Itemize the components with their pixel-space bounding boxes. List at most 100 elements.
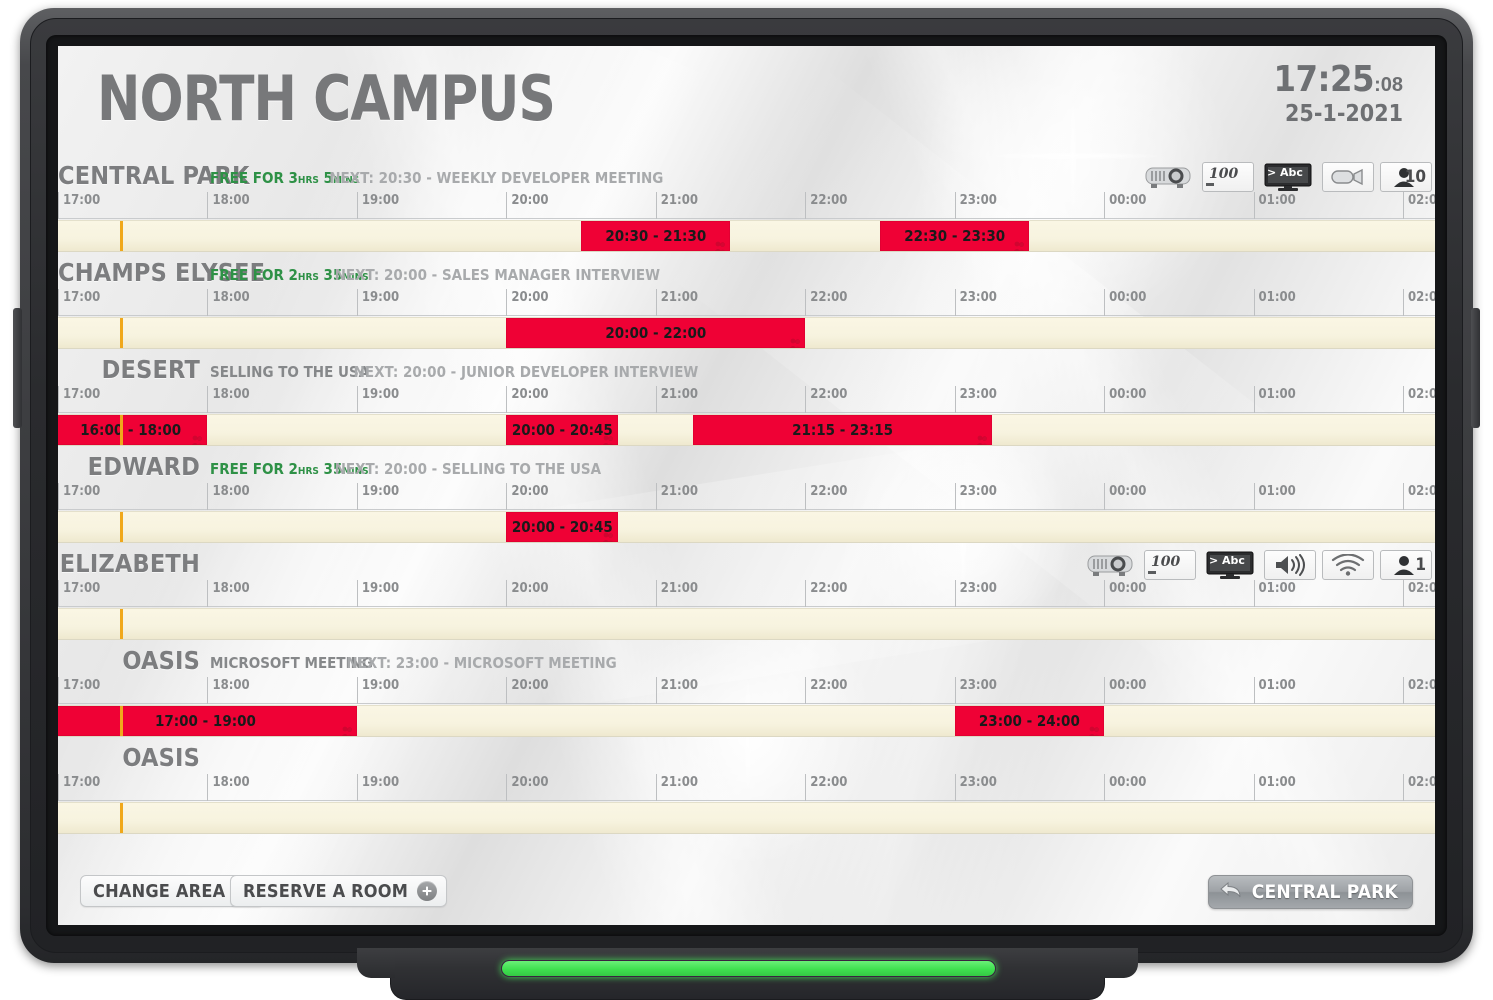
room-row[interactable]: ELIZABETH 100 > Abc 1 17:00 18:00 19:00 20:0…	[58, 546, 1435, 643]
current-time-marker	[120, 318, 124, 348]
booking-block[interactable]: 20:30 - 21:30	[581, 221, 731, 251]
timeline-track[interactable]: 20:00 - 22:00	[58, 317, 1435, 349]
timeline-axis: 17:00 18:00 19:00 20:00 21:00 22:00 23:00 00:00…	[58, 580, 1435, 607]
booking-block[interactable]: 20:00 - 22:00	[506, 318, 806, 348]
monitor-icon: > Abc	[1202, 550, 1258, 580]
timeline-tick-label: 17:00	[63, 775, 101, 790]
timeline-tick-label: 20:00	[511, 581, 549, 596]
room-row[interactable]: EDWARD FREE FOR 2HRS 35MINS NEXT: 20:00 - …	[58, 449, 1435, 546]
back-to-central-park-button[interactable]: CENTRAL PARK	[1207, 875, 1413, 909]
timeline-tick-label: 01:00	[1258, 484, 1296, 499]
timeline-axis: 17:00 18:00 19:00 20:00 21:00 22:00 23:00 00:00…	[58, 774, 1435, 801]
room-timeline[interactable]: 17:00 18:00 19:00 20:00 21:00 22:00 23:00 00:00…	[58, 289, 1435, 349]
room-next-meeting: NEXT: 20:30 - WEEKLY DEVELOPER MEETING	[329, 169, 664, 187]
attendees-icon	[602, 432, 614, 445]
timeline-tick: 18:00	[207, 289, 250, 316]
app-footer: CHANGE AREA RESERVE A ROOM	[58, 861, 1435, 925]
room-free-duration: FREE FOR 2HRS 35MINS	[210, 266, 369, 284]
timeline-tick: 02:00	[1403, 677, 1435, 704]
room-name: CHAMPS ELYSEE	[58, 258, 266, 287]
timeline-tick: 01:00	[1253, 289, 1296, 316]
timeline-tick-label: 19:00	[361, 581, 400, 596]
reserve-room-button[interactable]: RESERVE A ROOM	[230, 875, 448, 907]
timeline-track[interactable]: 16:00 - 18:00 20:00 - 20:45 21:15 - 23:15	[58, 414, 1435, 446]
room-timeline[interactable]: 17:00 18:00 19:00 20:00 21:00 22:00 23:00 00:00…	[58, 677, 1435, 737]
room-name: DESERT	[101, 355, 200, 384]
timeline-tick: 22:00	[805, 289, 847, 316]
timeline-tick-label: 18:00	[212, 775, 250, 790]
room-timeline[interactable]: 17:00 18:00 19:00 20:00 21:00 22:00 23:00 00:00…	[58, 192, 1435, 252]
timeline-tick-label: 00:00	[1109, 193, 1147, 208]
room-row[interactable]: OASIS 17:00 18:00 19:00 20:00 21:00 22:00 23:00…	[58, 740, 1435, 837]
current-time-marker	[120, 609, 124, 639]
room-timeline[interactable]: 17:00 18:00 19:00 20:00 21:00 22:00 23:00 00:00…	[58, 386, 1435, 446]
room-header: CENTRAL PARK FREE FOR 3HRS 5MINS NEXT: 20:…	[58, 158, 1435, 192]
timeline-tick-label: 17:00	[63, 387, 101, 402]
timeline-tick: 01:00	[1253, 483, 1296, 510]
timeline-tick: 23:00	[954, 677, 997, 704]
monitor-icon: > Abc	[1260, 162, 1316, 192]
booking-label: 16:00 - 18:00	[80, 421, 182, 439]
timeline-tick-label: 19:00	[361, 387, 400, 402]
timeline-tick: 21:00	[655, 483, 698, 510]
room-timeline[interactable]: 17:00 18:00 19:00 20:00 21:00 22:00 23:00 00:00…	[58, 580, 1435, 640]
booking-block[interactable]: 22:30 - 23:30	[879, 221, 1030, 251]
room-timeline[interactable]: 17:00 18:00 19:00 20:00 21:00 22:00 23:00 00:00…	[58, 774, 1435, 834]
room-row[interactable]: CENTRAL PARK FREE FOR 3HRS 5MINS NEXT: 20:…	[58, 158, 1435, 255]
clock-date: 25-1-2021	[1285, 101, 1403, 127]
timeline-track[interactable]: 20:00 - 20:45	[58, 511, 1435, 543]
booking-block[interactable]: 17:00 - 19:00	[58, 706, 357, 736]
video-camera-icon	[1322, 162, 1374, 192]
timeline-tick: 19:00	[356, 677, 399, 704]
reserve-room-label: RESERVE A ROOM	[243, 880, 409, 902]
timeline-tick: 00:00	[1104, 289, 1146, 316]
projector-icon	[1140, 162, 1196, 192]
timeline-tick: 23:00	[954, 386, 997, 413]
booking-label: 20:00 - 20:45	[511, 421, 613, 439]
booking-label: 20:30 - 21:30	[605, 227, 707, 245]
timeline-track[interactable]: 17:00 - 19:00 23:00 - 24:00	[58, 705, 1435, 737]
whiteboard-icon: 100	[1144, 550, 1196, 580]
timeline-tick: 23:00	[954, 774, 997, 801]
timeline-tick: 02:00	[1403, 192, 1435, 219]
timeline-tick-label: 17:00	[63, 678, 101, 693]
room-current-meeting: MICROSOFT MEETING	[210, 654, 373, 672]
timeline-tick-label: 19:00	[361, 678, 400, 693]
room-row[interactable]: OASIS MICROSOFT MEETING NEXT: 23:00 - MICR…	[58, 643, 1435, 740]
room-free-duration: FREE FOR 3HRS 5MINS	[210, 169, 360, 187]
timeline-tick: 02:00	[1403, 580, 1435, 607]
room-name: EDWARD	[87, 452, 200, 481]
back-arrow-icon	[1219, 880, 1243, 905]
room-timeline[interactable]: 17:00 18:00 19:00 20:00 21:00 22:00 23:00 00:00…	[58, 483, 1435, 543]
timeline-tick: 01:00	[1253, 386, 1296, 413]
timeline-tick: 22:00	[805, 192, 847, 219]
timeline-tick-label: 22:00	[810, 678, 848, 693]
timeline-tick: 00:00	[1104, 774, 1146, 801]
room-list: CENTRAL PARK FREE FOR 3HRS 5MINS NEXT: 20:…	[58, 158, 1435, 837]
room-row[interactable]: DESERT SELLING TO THE USA NEXT: 20:00 - JU…	[58, 352, 1435, 449]
timeline-tick-label: 22:00	[810, 290, 848, 305]
device-bezel: NORTH CAMPUS 17:25:08 25-1-2021 CENTRAL …	[13, 8, 1480, 963]
booking-block[interactable]: 23:00 - 24:00	[954, 706, 1105, 736]
timeline-tick: 17:00	[58, 580, 100, 607]
timeline-track[interactable]: 20:30 - 21:30 22:30 - 23:30	[58, 220, 1435, 252]
timeline-tick-label: 23:00	[959, 581, 997, 596]
timeline-tick: 20:00	[506, 386, 549, 413]
timeline-axis: 17:00 18:00 19:00 20:00 21:00 22:00 23:00 00:00…	[58, 386, 1435, 413]
room-row[interactable]: CHAMPS ELYSEE FREE FOR 2HRS 35MINS NEXT: 2…	[58, 255, 1435, 352]
timeline-track[interactable]	[58, 802, 1435, 834]
booking-block[interactable]: 16:00 - 18:00	[58, 415, 208, 445]
timeline-tick-label: 23:00	[959, 484, 997, 499]
timeline-track[interactable]	[58, 608, 1435, 640]
timeline-tick: 21:00	[655, 677, 698, 704]
timeline-tick-label: 17:00	[63, 193, 101, 208]
timeline-tick: 20:00	[506, 483, 549, 510]
booking-label: 23:00 - 24:00	[978, 712, 1080, 730]
booking-block[interactable]: 20:00 - 20:45	[506, 512, 619, 542]
timeline-tick-label: 22:00	[810, 387, 848, 402]
booking-block[interactable]: 20:00 - 20:45	[506, 415, 619, 445]
booking-block[interactable]: 21:15 - 23:15	[693, 415, 992, 445]
speaker-icon	[1264, 550, 1316, 580]
device-button-left	[13, 308, 22, 428]
attendees-icon	[341, 723, 353, 736]
